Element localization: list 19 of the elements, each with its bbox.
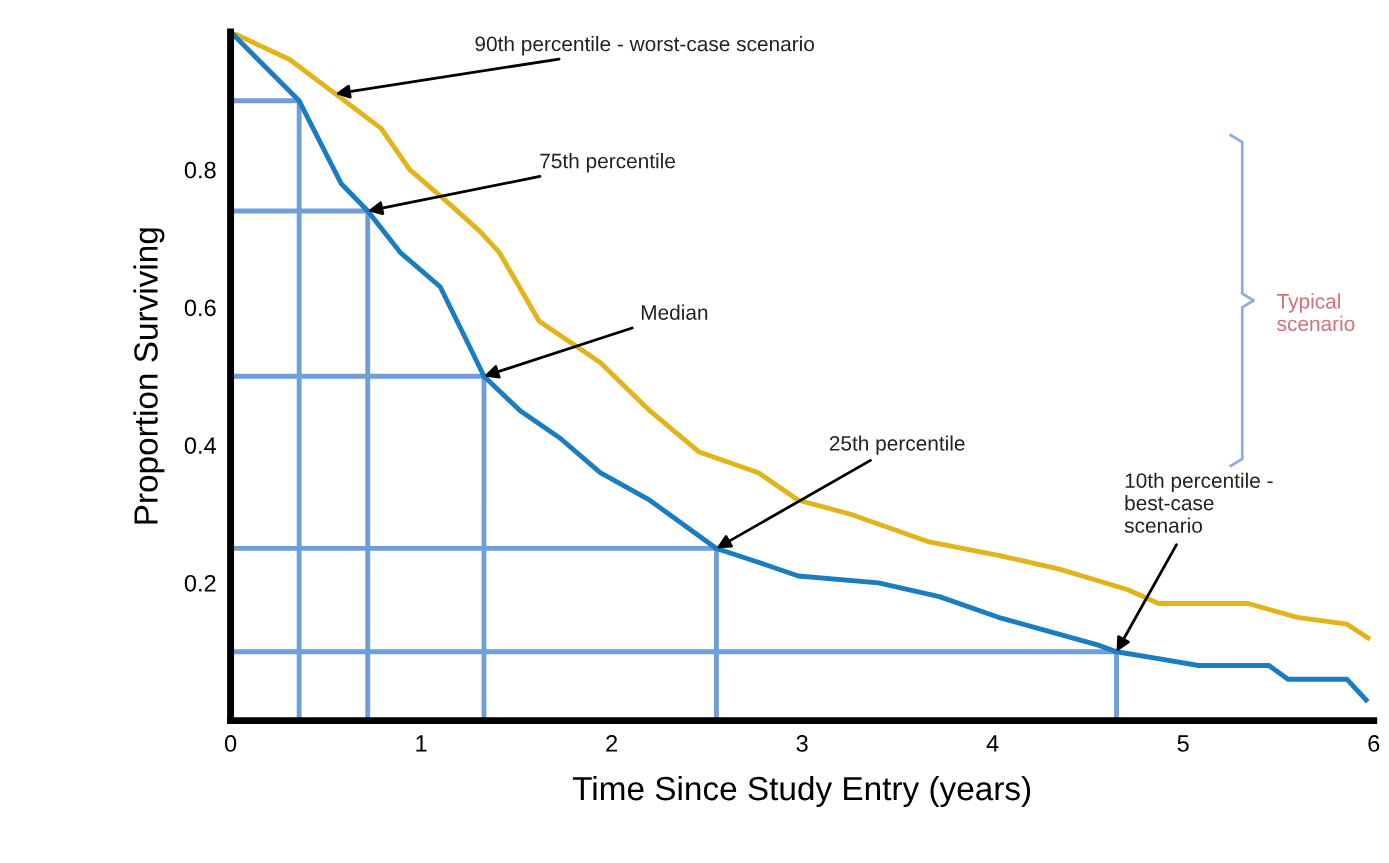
x-tick-label: 5 [1177, 735, 1189, 752]
x-tick-label: 3 [796, 735, 808, 752]
x-tick-label: 4 [986, 735, 999, 752]
x-tick-label: 2 [606, 735, 617, 752]
annotation: Median [641, 304, 708, 320]
x-axis-title: Time Since Study Entry (years) [572, 775, 1031, 808]
annotation: 10th percentile - best-case scenario [1124, 472, 1273, 533]
annotation: Typical scenario [1277, 293, 1355, 332]
y-tick-label: 0.6 [184, 299, 216, 317]
annotation: 25th percentile [829, 435, 965, 455]
y-axis-title: Proportion Surviving [133, 228, 165, 524]
x-tick-label: 6 [1368, 735, 1380, 752]
y-tick-label: 0.8 [184, 161, 216, 179]
x-tick-label: 0 [224, 735, 237, 752]
y-tick-label: 0.2 [184, 574, 216, 592]
y-tick-label: 0.4 [184, 437, 216, 454]
annotation: 90th percentile - worst-case scenario [475, 35, 815, 56]
annotation: 75th percentile [540, 153, 675, 173]
x-tick-label: 1 [416, 735, 427, 752]
